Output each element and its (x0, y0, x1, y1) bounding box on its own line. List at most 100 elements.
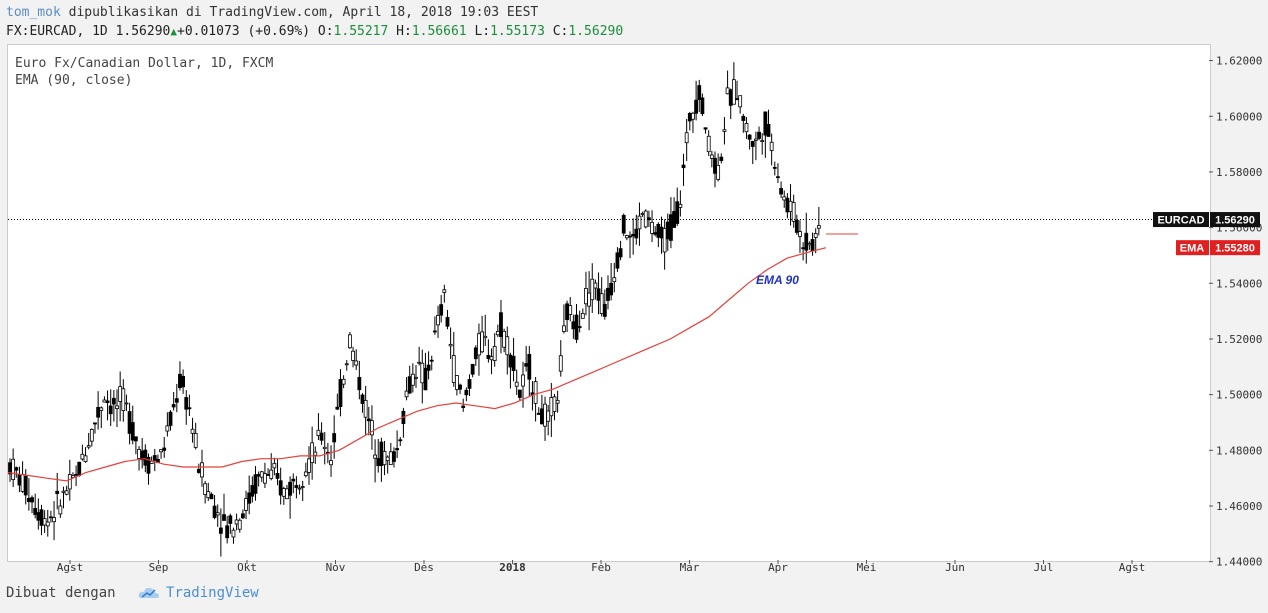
candle-body (344, 363, 349, 366)
candle-body (373, 454, 377, 459)
candle-body (385, 456, 390, 461)
candle-body (398, 439, 403, 442)
candle-body (489, 356, 494, 361)
candle-body (20, 474, 25, 492)
candle-body (285, 488, 289, 500)
ema-tag-value: 1.55280 (1215, 243, 1255, 255)
candle-body (108, 405, 113, 415)
up-triangle-icon: ▲ (170, 25, 177, 38)
candle-body (86, 445, 91, 448)
author-link[interactable]: tom_mok (6, 5, 61, 20)
candle-body (650, 221, 654, 234)
candle-body (407, 376, 412, 394)
candle-body (272, 462, 277, 469)
candle-body (502, 330, 507, 348)
candle-body (218, 527, 223, 534)
candle-body (26, 497, 31, 502)
candle-body (524, 363, 529, 367)
candle-body (760, 140, 765, 143)
candle-body (96, 406, 101, 418)
candle-body (127, 411, 132, 434)
candle-body (634, 228, 639, 239)
candle-body (250, 484, 255, 497)
candle-body (791, 202, 796, 222)
candle-body (473, 347, 478, 360)
y-tick-label: 1.46000 (1216, 500, 1262, 513)
open-label: O: (317, 24, 334, 39)
candle-body (779, 188, 783, 195)
tradingview-brand-link[interactable]: TradingView (166, 585, 259, 601)
candle-body (691, 112, 695, 120)
candle-body (152, 455, 157, 461)
candle-body (618, 248, 623, 258)
candle-body (536, 412, 541, 415)
ema-tag: EMA 1.55280 (1176, 240, 1260, 256)
candle-body (467, 379, 472, 389)
candle-body (80, 453, 85, 460)
candle-body (436, 315, 440, 326)
candle-body (558, 355, 563, 372)
candle-body (455, 375, 459, 390)
chart-panel[interactable] (7, 44, 1211, 562)
candle-body (599, 293, 604, 314)
candle-body (203, 483, 208, 495)
candle-body (593, 282, 598, 289)
candle-body (423, 367, 428, 391)
candle-body (754, 138, 758, 141)
candle-body (253, 474, 258, 494)
candle-body (121, 388, 126, 411)
candle-body (376, 458, 381, 467)
candle-body (505, 336, 510, 356)
x-tick-label: Jun (945, 561, 965, 574)
x-tick-label: Des (414, 561, 434, 574)
candle-body (67, 474, 72, 490)
candle-body (429, 359, 434, 362)
candle-body (549, 397, 554, 417)
candle-body (89, 429, 94, 442)
ema-tag-name-bg (1176, 240, 1209, 256)
candle-body (209, 493, 214, 500)
x-tick-label: Agst (57, 561, 84, 574)
x-tick-label: Apr (768, 561, 788, 574)
candle-body (577, 326, 582, 329)
candle-body (816, 225, 821, 229)
candle-body (458, 384, 462, 390)
candle-body (511, 355, 516, 372)
candle-body (30, 497, 34, 503)
candle-body (338, 379, 343, 407)
candle-body (678, 203, 683, 208)
candle-body (580, 313, 585, 319)
open-value: 1.55217 (333, 24, 389, 39)
candle-body (329, 460, 333, 466)
candle-body (813, 233, 818, 238)
candle-body (351, 350, 355, 361)
candle-body (256, 474, 261, 477)
price-chart[interactable]: 1.620001.600001.580001.560001.540001.520… (0, 0, 1268, 580)
candle-body (222, 514, 226, 521)
candle-body (722, 129, 727, 132)
candle-body (382, 451, 387, 466)
candle-body (719, 156, 724, 161)
candle-body (615, 252, 620, 269)
low-value: 1.55173 (490, 24, 545, 39)
tradingview-cloud-icon (138, 587, 160, 598)
candle-body (533, 381, 538, 404)
y-tick-label: 1.54000 (1216, 277, 1262, 290)
candle-body (539, 408, 544, 425)
candle-body (42, 518, 47, 526)
close-label: C: (552, 24, 569, 39)
x-tick-label: Nov (326, 561, 346, 574)
candle-body (669, 214, 673, 241)
candle-body (527, 353, 532, 380)
candle-body (206, 491, 211, 499)
candle-body (665, 221, 670, 240)
candle-body (354, 360, 359, 366)
candle-body (240, 513, 245, 519)
change-value: +0.01073 (+0.69%) (177, 24, 311, 39)
y-axis: 1.620001.600001.580001.560001.540001.520… (1209, 55, 1262, 569)
candle-body (319, 432, 324, 441)
candle-body (609, 282, 614, 296)
candle-body (439, 304, 444, 316)
candle-body (215, 512, 220, 516)
candle-body (750, 140, 755, 147)
